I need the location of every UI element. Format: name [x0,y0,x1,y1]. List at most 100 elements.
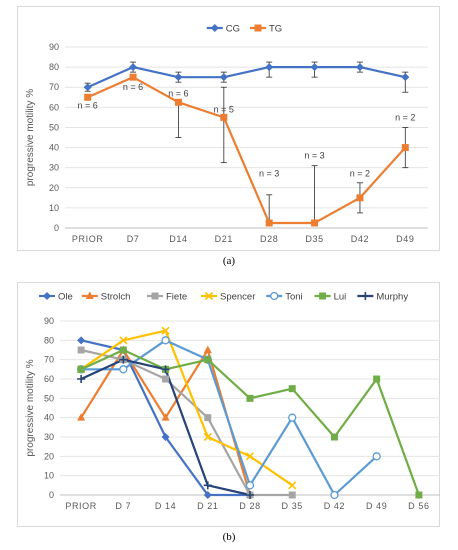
chart-a-x-tick-label-d14: D14 [169,234,187,244]
legend-swatch-marker [270,291,279,301]
chart-a-x-tick-label-d28: D28 [260,234,278,244]
chart-b-point-spencer-d-28 [245,452,255,461]
chart-b-y-tick-label: 80 [44,335,54,345]
caption-a: (a) [222,255,236,267]
chart-b-point-murphy-d-21 [203,481,212,490]
legend-label: TG [269,24,282,35]
chart-b-point-fiete-d-35 [288,491,296,499]
chart-a-y-tick-label: 30 [49,163,59,173]
chart-a-y-tick-label: 20 [49,183,59,193]
chart-a-annotation-n-label: n = 2 [350,169,370,179]
chart-b-point-toni-d-14 [161,336,170,345]
chart-a-point-cg-d35 [310,63,319,72]
chart-a-point-tg-d42 [356,194,364,202]
chart-b-chart: 0 10 20 30 40 50 60 70 80 90 PRIOR D 7 D 14 D 21 D 28 D… [25,291,440,511]
chart-a-x-tick-label-d7: D7 [127,234,140,244]
chart-a-point-tg-d49 [401,144,409,152]
chart-b-legend-item-murphy: Murphy [357,292,408,303]
chart-a-error-bar-tg-d28 [266,194,273,223]
chart-a-series-line-tg [87,76,407,225]
chart-a-y-tick-label: 60 [49,102,59,112]
chart-a-chart: 0 10 20 30 40 50 60 70 80 90 PRIOR D7 D14 D21 D28 D35 D4… [25,24,428,244]
chart-b-series-line-lui [80,348,420,496]
legend-label: Toni [285,292,302,303]
chart-b-point-murphy-d-14 [161,365,170,374]
chart-a-annotation-n-label: n = 3 [259,169,279,179]
chart-a-x-tick-label-d42: D42 [351,234,369,244]
chart-a-y-tick-label: 70 [49,82,59,92]
chart-b-y-tick-label: 30 [44,432,54,442]
chart-b-series-line-fiete [80,348,293,497]
chart-b-point-fiete-prior [77,346,85,354]
chart-a-point-tg-d14 [174,98,182,106]
legend-swatch-marker [85,291,94,299]
chart-a-point-tg-d28 [265,219,273,227]
chart-b-y-tick-label: 70 [44,355,54,365]
chart-b-y-tick-label: 90 [44,316,54,326]
chart-b-legend-item-lui: Lui [314,292,346,303]
legend-label: Spencer [220,292,255,303]
chart-b-legend-item-strolch: Strolch [81,291,131,303]
chart-b-point-spencer-d-7 [119,336,128,345]
chart-a-y-tick-label: 50 [49,122,59,132]
chart-b-frame [17,282,440,527]
chart-a-point-tg-d7 [129,73,137,81]
chart-a-point-cg-prior [83,83,92,92]
chart-b-x-tick-label-d-28: D 28 [239,501,260,511]
legend-swatch-marker [151,292,159,300]
chart-b-point-lui-d-42 [330,433,338,441]
chart-b-legend-item-ole: Ole [39,292,73,303]
legend-swatch-marker [319,292,327,300]
chart-a-point-tg-prior [84,93,92,101]
chart-b-point-fiete-d-21 [204,414,212,422]
chart-a-error-bar-tg-d21 [220,86,227,164]
legend-label: Murphy [376,292,408,303]
chart-a-point-cg-d21 [219,73,228,82]
chart-b-y-tick-label: 60 [44,374,54,384]
chart-b-y-tick-label: 40 [44,413,54,423]
chart-b-point-toni-d-35 [288,413,297,422]
chart-b-x-tick-label-d-7: D 7 [115,501,131,511]
chart-b-legend-item-toni: Toni [266,291,303,303]
chart-b-y-axis-title: progressive motility % [25,359,36,456]
chart-a-annotation-n-label: n = 5 [214,104,234,114]
chart-b-point-ole-d-21 [203,491,212,499]
chart-b-point-strolch-d-14 [161,413,170,421]
caption-b: (b) [222,531,236,543]
chart-b-point-spencer-d-35 [288,481,297,490]
chart-b-x-tick-label-d-21: D 21 [197,501,218,511]
chart-b-point-spencer-d-14 [161,326,170,335]
legend-swatch-marker [43,292,51,300]
chart-a-y-tick-label: 0 [54,223,59,233]
chart-b-point-lui-d-35 [288,385,296,393]
chart-a-error-bar-tg-d14 [175,102,182,138]
chart-b-y-tick-label: 10 [44,471,54,481]
chart-b-point-murphy-d-28 [246,491,254,499]
chart-b-point-murphy-d-7 [119,355,128,364]
legend-swatch-marker [361,292,370,300]
chart-b-point-lui-d-28 [246,394,254,402]
chart-a-y-tick-label: 10 [49,203,59,213]
chart-b-point-lui-prior [77,365,85,373]
legend-label: Fiete [166,292,187,303]
chart-b-point-toni-d-42 [330,490,339,500]
chart-b-x-tick-label-d-56: D 56 [408,501,429,511]
chart-b-point-strolch-d-21 [203,345,212,353]
chart-b-x-tick-label-d-14: D 14 [155,501,176,511]
legend-label: Ole [58,292,73,303]
chart-b-x-tick-label-d-42: D 42 [324,501,345,511]
chart-a-y-axis-title: progressive motility % [25,89,36,186]
legend-swatch-marker [254,24,262,32]
chart-a-annotation-n-label: n = 6 [78,100,98,110]
legend-label: Strolch [101,292,131,303]
chart-b-point-lui-d-56 [415,491,423,499]
legend-swatch-marker [204,291,214,301]
chart-b-legend-item-spencer: Spencer [201,292,255,303]
chart-b-x-tick-label-d-35: D 35 [282,501,303,511]
chart-a-point-cg-d28 [265,63,274,72]
chart-b-legend-item-fiete: Fiete [147,292,187,303]
legend-label: CG [226,24,240,35]
chart-b-y-tick-label: 0 [49,490,54,500]
chart-b-y-tick-label: 20 [44,451,54,461]
chart-b-point-lui-d-49 [373,375,381,383]
